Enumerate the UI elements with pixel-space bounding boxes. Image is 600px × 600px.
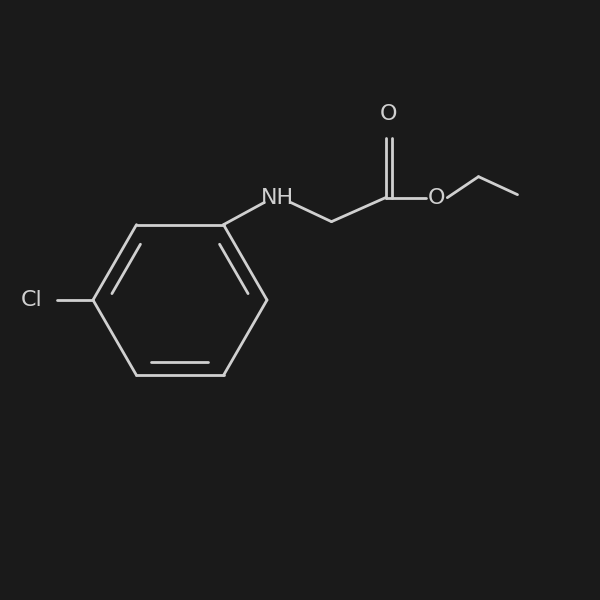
Text: O: O: [428, 188, 445, 208]
Text: O: O: [380, 104, 397, 124]
Text: NH: NH: [261, 188, 294, 208]
Text: Cl: Cl: [20, 290, 42, 310]
